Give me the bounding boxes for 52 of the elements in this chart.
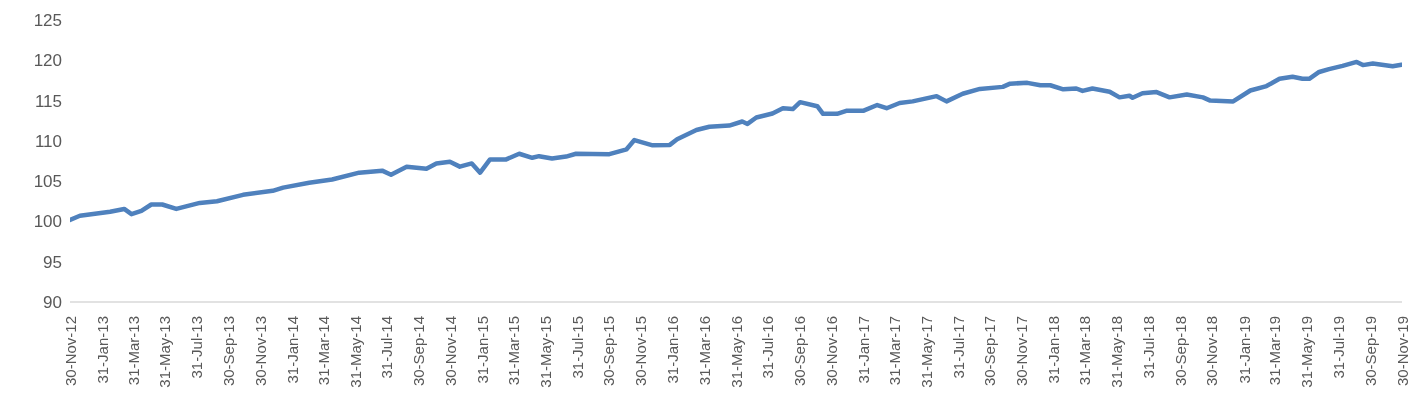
x-tick-label: 30-Nov-12 xyxy=(61,316,79,387)
x-tick-label: 31-Jul-13 xyxy=(188,316,206,379)
x-tick-label: 30-Sep-18 xyxy=(1171,316,1189,387)
x-tick-label: 31-Jan-13 xyxy=(93,316,111,384)
x-tick-label: 31-Mar-18 xyxy=(1076,316,1094,386)
x-tick-label: 30-Sep-16 xyxy=(791,316,809,387)
x-tick-label: 30-Sep-15 xyxy=(600,316,618,387)
y-tick-label: 95 xyxy=(43,252,62,272)
y-tick-label: 105 xyxy=(33,172,62,192)
y-tick-label: 110 xyxy=(34,131,62,151)
line-series xyxy=(70,59,1402,223)
x-tick-label: 31-Jul-19 xyxy=(1329,316,1347,379)
x-tick-label: 30-Sep-19 xyxy=(1361,316,1379,387)
x-tick-label: 31-Jan-19 xyxy=(1235,316,1253,384)
x-tick-label: 30-Sep-17 xyxy=(981,316,999,387)
y-tick-label: 125 xyxy=(33,11,62,31)
x-tick-label: 30-Nov-13 xyxy=(251,316,269,387)
x-tick-label: 31-Jan-14 xyxy=(284,316,302,384)
x-tick-label: 31-Jan-17 xyxy=(855,316,873,384)
x-tick-label: 31-May-14 xyxy=(346,316,364,388)
x-tick-label: 31-Mar-16 xyxy=(695,316,713,386)
x-tick-label: 31-Jan-18 xyxy=(1045,316,1063,384)
x-tick-label: 30-Sep-13 xyxy=(219,316,237,387)
x-tick-label: 31-Mar-14 xyxy=(314,316,332,386)
x-tick-label: 31-Jul-15 xyxy=(568,316,586,379)
x-tick-label: 30-Nov-16 xyxy=(822,316,840,387)
x-tick-label: 31-Jul-14 xyxy=(378,316,396,379)
x-tick-label: 31-May-17 xyxy=(917,316,935,388)
x-tick-label: 31-Jan-16 xyxy=(664,316,682,384)
y-tick-label: 115 xyxy=(34,91,62,111)
x-tick-label: 31-Mar-19 xyxy=(1266,316,1284,386)
x-tick-label: 31-Jul-16 xyxy=(759,316,777,379)
x-tick-label: 31-Mar-13 xyxy=(124,316,142,386)
x-tick-label: 31-Mar-17 xyxy=(885,316,903,386)
x-tick-label: 31-Mar-15 xyxy=(504,316,522,386)
x-tick-label: 30-Nov-14 xyxy=(441,316,459,387)
x-tick-label: 31-Jan-15 xyxy=(474,316,492,384)
x-tick-label: 31-Jul-18 xyxy=(1139,316,1157,379)
x-tick-label: 30-Nov-19 xyxy=(1393,316,1411,387)
x-tick-label: 30-Sep-14 xyxy=(410,316,428,387)
x-tick-label: 31-May-15 xyxy=(536,316,554,388)
x-tick-label: 30-Nov-15 xyxy=(632,316,650,387)
x-tick-label: 31-May-13 xyxy=(156,316,174,388)
y-tick-label: 100 xyxy=(33,212,62,232)
x-tick-label: 31-Jul-17 xyxy=(949,316,967,379)
x-tick-label: 31-May-18 xyxy=(1107,316,1125,388)
x-tick-label: 31-May-16 xyxy=(727,316,745,388)
x-tick-label: 30-Nov-18 xyxy=(1203,316,1221,387)
y-tick-label: 120 xyxy=(33,51,62,71)
x-tick-label: 31-May-19 xyxy=(1298,316,1316,388)
y-tick-label: 90 xyxy=(43,293,62,313)
x-tick-label: 30-Nov-17 xyxy=(1013,316,1031,387)
